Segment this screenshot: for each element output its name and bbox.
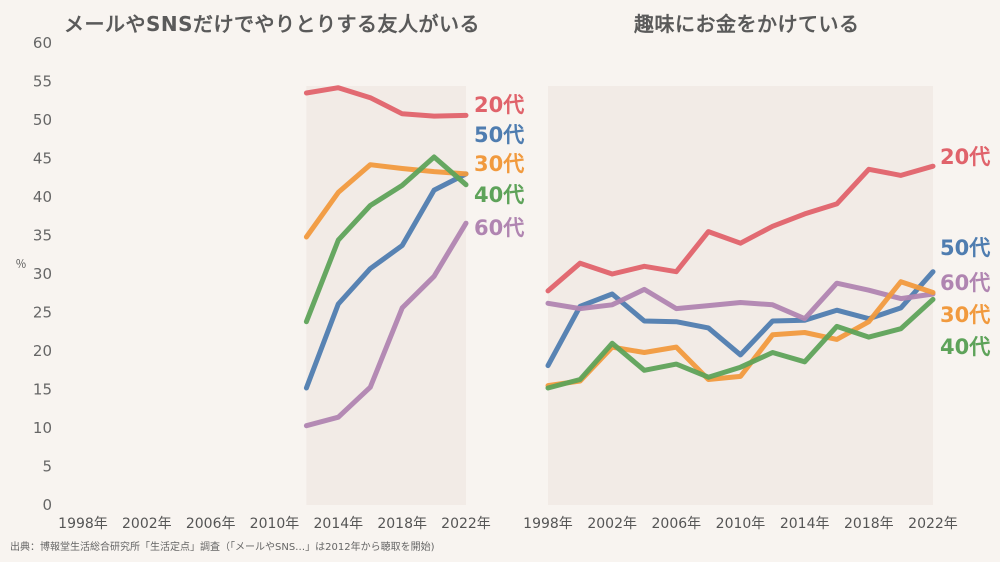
series-line-50代: [303, 171, 469, 391]
x-tick-label: 2002年: [122, 516, 172, 532]
y-tick-label: 50: [33, 111, 52, 129]
series-label-50代: 50代: [474, 123, 524, 147]
y-tick-label: 45: [33, 150, 52, 168]
series-label-40代: 40代: [940, 335, 990, 359]
x-tick-label: 2014年: [780, 516, 830, 532]
series-line-40代: [303, 154, 469, 325]
x-tick-label: 2022年: [441, 516, 491, 532]
y-tick-label: 25: [33, 304, 52, 322]
x-tick-label: 1998年: [523, 516, 573, 532]
plot-area-shade-0: [306, 86, 466, 505]
y-tick-label: 5: [42, 458, 52, 476]
x-tick-label: 1998年: [58, 516, 108, 532]
y-tick-label: 30: [33, 265, 52, 283]
series-label-20代: 20代: [474, 93, 524, 117]
series-label-30代: 30代: [940, 303, 990, 327]
x-tick-label: 2014年: [314, 516, 364, 532]
y-tick-label: 55: [33, 73, 52, 91]
series-label-20代: 20代: [940, 145, 990, 169]
y-tick-label: 40: [33, 188, 52, 206]
series-label-40代: 40代: [474, 183, 524, 207]
y-tick-label: 15: [33, 381, 52, 399]
x-tick-label: 2010年: [250, 516, 300, 532]
chart-title-left: メールやSNSだけでやりとりする友人がいる: [64, 12, 481, 36]
x-tick-label: 2022年: [908, 516, 958, 532]
x-tick-label: 2002年: [587, 516, 637, 532]
y-tick-label: 10: [33, 419, 52, 437]
source-footnote: 出典：博報堂生活総合研究所「生活定点」調査（「メールやSNS…」は2012年から…: [10, 542, 435, 553]
x-tick-label: 2018年: [844, 516, 894, 532]
x-tick-label: 2018年: [377, 516, 427, 532]
x-tick-label: 2010年: [716, 516, 766, 532]
chart-title-right: 趣味にお金をかけている: [634, 12, 860, 36]
x-tick-label: 2006年: [186, 516, 236, 532]
series-line-60代: [303, 220, 469, 429]
y-axis-unit: ％: [14, 258, 27, 269]
y-tick-label: 60: [33, 34, 52, 52]
y-tick-label: 35: [33, 227, 52, 245]
series-line-30代: [303, 162, 469, 240]
y-tick-label: 20: [33, 342, 52, 360]
series-label-30代: 30代: [474, 152, 524, 176]
series-label-60代: 60代: [940, 271, 990, 295]
series-label-50代: 50代: [940, 236, 990, 260]
series-line-20代: [303, 85, 469, 119]
x-tick-label: 2006年: [652, 516, 702, 532]
series-label-60代: 60代: [474, 216, 524, 240]
y-tick-label: 0: [42, 496, 52, 514]
